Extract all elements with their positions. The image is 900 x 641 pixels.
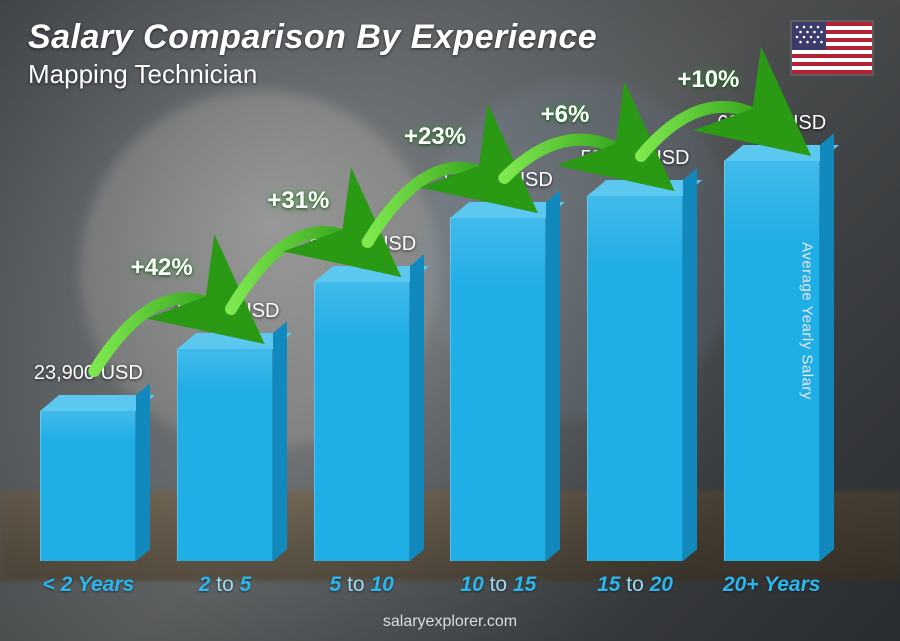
title-block: Salary Comparison By Experience Mapping …	[28, 18, 597, 90]
value-label: 33,900 USD	[145, 300, 305, 323]
pct-label: +10%	[677, 66, 739, 94]
bar-slot: 63,900 USD	[703, 161, 840, 561]
chart-area: 23,900 USD33,900 USD44,600 USD54,800 USD…	[20, 120, 840, 561]
value-label: 63,900 USD	[692, 112, 852, 135]
x-tick: 5 to 10	[293, 573, 430, 597]
bar-side	[136, 383, 150, 561]
bar-slot: 33,900 USD	[157, 349, 294, 561]
bar	[40, 411, 136, 561]
chart-subtitle: Mapping Technician	[28, 59, 597, 90]
x-tick: < 2 Years	[20, 573, 157, 597]
value-label: 58,300 USD	[555, 147, 715, 170]
value-label: 54,800 USD	[418, 169, 578, 192]
bar-slot: 23,900 USD	[20, 411, 157, 561]
pct-label: +6%	[541, 101, 590, 129]
x-tick: 2 to 5	[157, 573, 294, 597]
bar-slot: 54,800 USD	[430, 218, 567, 561]
bar-side	[820, 133, 834, 561]
footer-source: salaryexplorer.com	[0, 613, 900, 631]
x-tick: 15 to 20	[567, 573, 704, 597]
x-tick: 20+ Years	[703, 573, 840, 597]
chart-title: Salary Comparison By Experience	[28, 18, 597, 57]
bar-slot: 44,600 USD	[293, 282, 430, 561]
bar	[177, 349, 273, 561]
bar-side	[546, 190, 560, 561]
y-axis-label: Average Yearly Salary	[799, 242, 816, 400]
bar	[314, 282, 410, 561]
bar-front	[587, 196, 683, 561]
bar-front	[40, 411, 136, 561]
bar-front	[177, 349, 273, 561]
pct-label: +31%	[267, 187, 329, 215]
bar-side	[410, 254, 424, 561]
x-tick: 10 to 15	[430, 573, 567, 597]
x-axis: < 2 Years2 to 55 to 1010 to 1515 to 2020…	[20, 565, 840, 605]
bar	[450, 218, 546, 561]
bar-front	[314, 282, 410, 561]
infographic-stage: Salary Comparison By Experience Mapping …	[0, 0, 900, 641]
value-label: 44,600 USD	[282, 233, 442, 256]
bar	[587, 196, 683, 561]
country-flag-icon	[792, 22, 872, 74]
bar-slot: 58,300 USD	[567, 196, 704, 561]
bar-side	[273, 321, 287, 561]
value-label: 23,900 USD	[8, 362, 168, 385]
pct-label: +42%	[131, 254, 193, 282]
bar-side	[683, 168, 697, 561]
bar-front	[450, 218, 546, 561]
pct-label: +23%	[404, 123, 466, 151]
